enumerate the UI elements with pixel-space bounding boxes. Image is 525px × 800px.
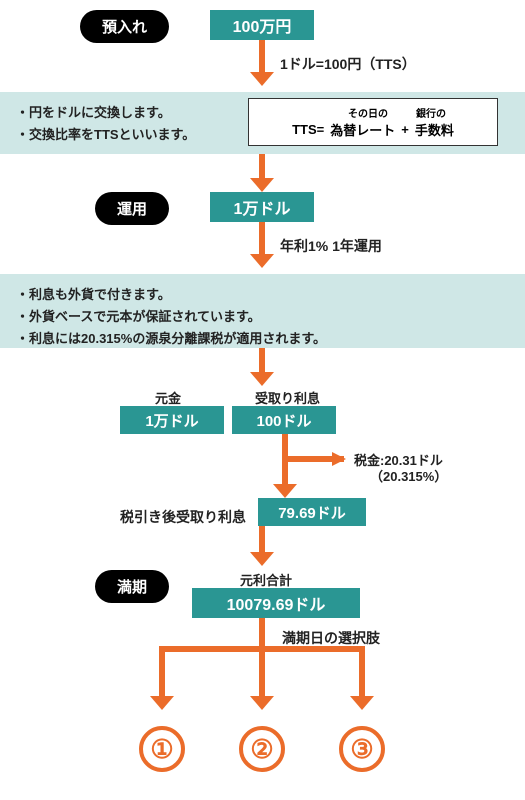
tts-eq-right: 手数料 [415, 120, 454, 139]
stage-maturity-pill: 満期 [95, 570, 169, 603]
stage-deposit-pill: 預入れ [80, 10, 169, 43]
principal-box: 1万ドル [120, 406, 224, 434]
tts-rate-label: 1ドル=100円（TTS） [280, 54, 416, 74]
tts-eq-mid: 為替レート [330, 120, 395, 139]
invest-amount-box: 1万ドル [210, 192, 314, 222]
after-tax-box: 79.69ドル [258, 498, 366, 526]
info2-line3: ・利息には20.315%の源泉分離課税が適用されます。 [16, 328, 509, 350]
tts-eq-plus: + [401, 122, 409, 137]
interest-box: 100ドル [232, 406, 336, 434]
total-label: 元利合計 [240, 570, 292, 589]
choice-3: ③ [339, 726, 385, 772]
stage-invest-pill: 運用 [95, 192, 169, 225]
info2-line2: ・外貨ベースで元本が保証されています。 [16, 306, 509, 328]
tax-line2: （20.315%） [370, 466, 447, 485]
principal-label: 元金 [155, 388, 181, 407]
info-band-2: ・利息も外貨で付きます。・外貨ベースで元本が保証されています。・利息には20.3… [0, 274, 525, 348]
choice-1: ① [139, 726, 185, 772]
tax-branch-arrow [285, 434, 355, 504]
maturity-fork [0, 618, 525, 716]
deposit-amount-box: 100万円 [210, 10, 314, 40]
tts-eq-left: TTS= [292, 122, 324, 137]
tts-top-right: 銀行の [416, 105, 446, 120]
tts-formula-box: その日の 銀行の TTS= 為替レート + 手数料 [248, 98, 498, 146]
interest-label: 受取り利息 [255, 388, 320, 407]
after-tax-label: 税引き後受取り利息 [120, 507, 246, 527]
choice-2: ② [239, 726, 285, 772]
interest-rate-label: 年利1% 1年運用 [280, 236, 382, 256]
tts-top-left: その日の [348, 105, 388, 120]
total-box: 10079.69ドル [192, 588, 360, 618]
info2-line1: ・利息も外貨で付きます。 [16, 284, 509, 306]
